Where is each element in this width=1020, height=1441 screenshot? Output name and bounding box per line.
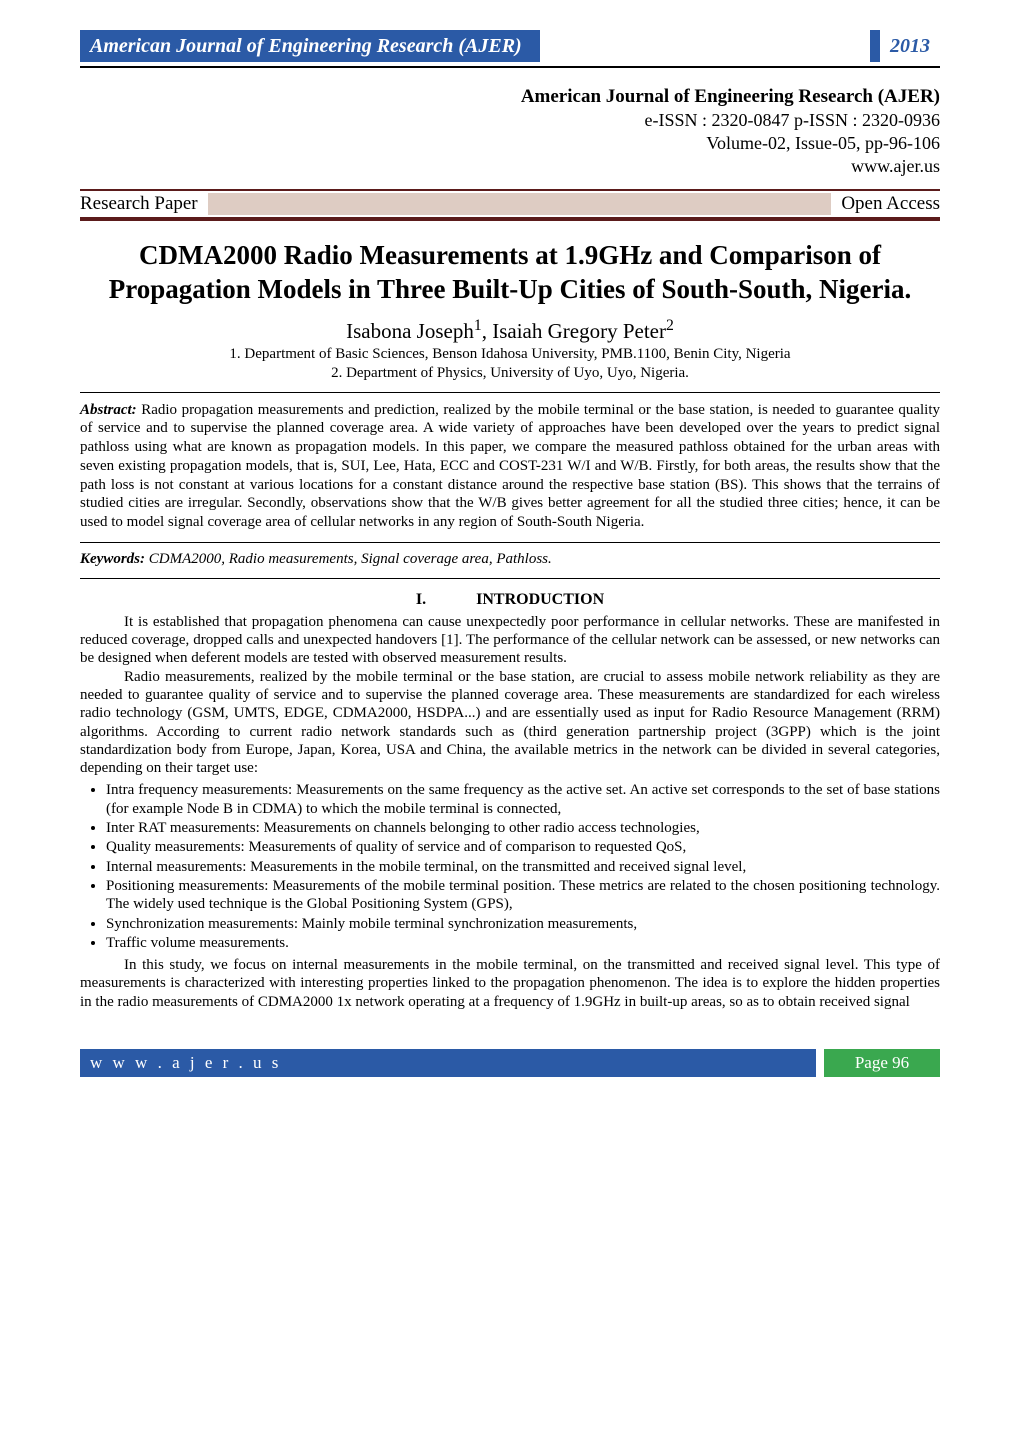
abstract-text: Radio propagation measurements and predi… xyxy=(80,402,940,531)
section-1-para-1: It is established that propagation pheno… xyxy=(80,613,940,668)
article-authors: Isabona Joseph1, Isaiah Gregory Peter2 xyxy=(80,317,940,344)
bullet-item: Inter RAT measurements: Measurements on … xyxy=(106,819,940,837)
section-1-heading: I. INTRODUCTION xyxy=(80,591,940,609)
paper-type-left: Research Paper xyxy=(80,193,198,215)
bullet-item: Positioning measurements: Measurements o… xyxy=(106,877,940,914)
rule-below-keywords xyxy=(80,578,940,579)
keywords-block: Keywords: CDMA2000, Radio measurements, … xyxy=(80,551,940,568)
section-1-body: It is established that propagation pheno… xyxy=(80,613,940,778)
section-1-title: INTRODUCTION xyxy=(476,591,604,609)
bullet-item: Intra frequency measurements: Measuremen… xyxy=(106,781,940,818)
affiliation-2: 2. Department of Physics, University of … xyxy=(80,365,940,382)
journal-name-bar: American Journal of Engineering Research… xyxy=(80,30,540,62)
section-1-para-2: Radio measurements, realized by the mobi… xyxy=(80,668,940,778)
bullet-item: Internal measurements: Measurements in t… xyxy=(106,858,940,876)
journal-url: www.ajer.us xyxy=(80,156,940,177)
header-bar: American Journal of Engineering Research… xyxy=(80,30,940,68)
bullet-item: Traffic volume measurements. xyxy=(106,934,940,952)
footer-site: w w w . a j e r . u s xyxy=(80,1049,816,1077)
rule-above-abstract xyxy=(80,392,940,393)
journal-issn: e-ISSN : 2320-0847 p-ISSN : 2320-0936 xyxy=(80,110,940,131)
keywords-label: Keywords: xyxy=(80,551,145,567)
section-1-para-3: In this study, we focus on internal meas… xyxy=(80,956,940,1011)
page-root: American Journal of Engineering Research… xyxy=(0,0,1020,1097)
page-footer: w w w . a j e r . u s Page 96 xyxy=(80,1049,940,1077)
section-1-bullets: Intra frequency measurements: Measuremen… xyxy=(80,781,940,952)
section-1-body-2: In this study, we focus on internal meas… xyxy=(80,956,940,1011)
section-1-number: I. xyxy=(416,591,426,609)
paper-type-bar: Research Paper Open Access xyxy=(80,189,940,221)
footer-page-number: Page 96 xyxy=(824,1049,940,1077)
affiliation-1: 1. Department of Basic Sciences, Benson … xyxy=(80,346,940,363)
bullet-item: Synchronization measurements: Mainly mob… xyxy=(106,915,940,933)
paper-type-fill xyxy=(208,193,832,215)
abstract-block: Abstract: Radio propagation measurements… xyxy=(80,401,940,532)
journal-info-block: American Journal of Engineering Research… xyxy=(80,86,940,177)
journal-title: American Journal of Engineering Research… xyxy=(80,86,940,108)
article-title: CDMA2000 Radio Measurements at 1.9GHz an… xyxy=(80,239,940,307)
rule-below-abstract xyxy=(80,542,940,543)
keywords-text: CDMA2000, Radio measurements, Signal cov… xyxy=(149,551,552,567)
journal-volume: Volume-02, Issue-05, pp-96-106 xyxy=(80,133,940,154)
paper-type-right: Open Access xyxy=(841,193,940,215)
header-year: 2013 xyxy=(872,30,940,62)
bullet-item: Quality measurements: Measurements of qu… xyxy=(106,838,940,856)
abstract-label: Abstract: xyxy=(80,402,137,418)
